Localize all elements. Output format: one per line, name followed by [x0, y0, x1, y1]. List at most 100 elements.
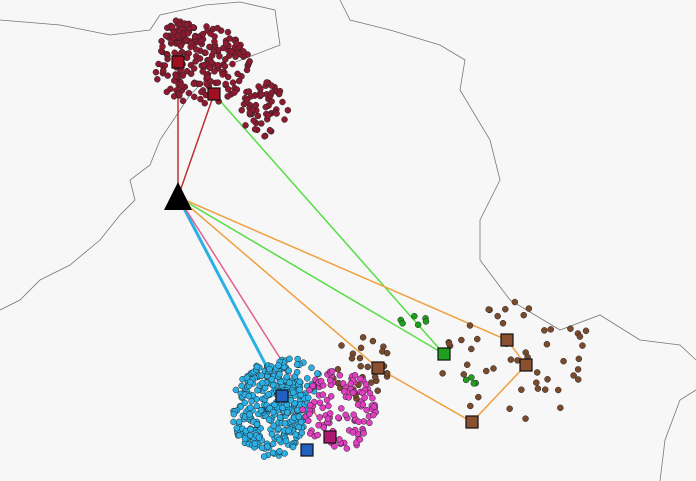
- customer: [359, 334, 367, 341]
- customer: [279, 98, 286, 106]
- customer: [177, 42, 184, 50]
- customer: [224, 93, 231, 100]
- customer: [499, 319, 507, 327]
- customer: [214, 61, 222, 69]
- customer: [253, 402, 261, 410]
- customer: [336, 436, 343, 443]
- customer: [276, 447, 283, 455]
- customer: [299, 406, 306, 413]
- customer: [235, 432, 243, 439]
- customer: [200, 61, 208, 69]
- customer: [240, 48, 247, 55]
- customer: [206, 64, 214, 72]
- customer: [263, 79, 270, 86]
- customer: [462, 376, 470, 384]
- depot: [465, 415, 479, 429]
- customer: [174, 32, 182, 40]
- customer: [298, 429, 306, 436]
- customer: [458, 336, 465, 344]
- customer: [258, 91, 265, 98]
- customer: [355, 418, 362, 426]
- customer: [494, 312, 501, 320]
- customer: [238, 382, 245, 390]
- border: [339, 0, 696, 361]
- customer: [257, 407, 265, 414]
- customer: [187, 70, 195, 78]
- customer: [255, 434, 263, 441]
- customer: [269, 440, 277, 448]
- customer: [485, 306, 492, 313]
- customer: [245, 392, 253, 400]
- customer: [229, 79, 237, 86]
- customer: [172, 73, 180, 80]
- customer: [275, 362, 282, 369]
- customer: [276, 414, 284, 421]
- customer: [251, 126, 259, 133]
- customer: [281, 116, 288, 123]
- customer: [383, 349, 391, 357]
- customer: [303, 375, 311, 382]
- customer: [183, 54, 191, 61]
- customer: [197, 95, 204, 103]
- customer: [525, 305, 533, 312]
- customer: [265, 391, 272, 398]
- customer: [557, 404, 564, 412]
- customer: [219, 71, 226, 78]
- customer: [289, 443, 297, 451]
- customer: [190, 65, 198, 72]
- customer: [214, 24, 221, 32]
- customer: [160, 67, 167, 74]
- customer: [222, 80, 229, 88]
- customer: [283, 409, 291, 416]
- customer: [270, 422, 277, 429]
- customer: [247, 425, 254, 433]
- customer: [350, 411, 357, 418]
- customer: [362, 381, 370, 388]
- route: [213, 93, 445, 355]
- customer: [315, 421, 322, 429]
- customer: [262, 103, 270, 111]
- customer: [164, 72, 171, 79]
- customer: [314, 370, 321, 377]
- customer: [241, 399, 248, 407]
- customer: [232, 53, 239, 60]
- customer: [211, 68, 218, 75]
- customer: [439, 370, 446, 377]
- customer: [306, 401, 314, 409]
- customer: [183, 36, 190, 44]
- customer: [252, 101, 260, 109]
- customer: [306, 410, 313, 418]
- customer: [575, 355, 583, 363]
- customer: [490, 365, 497, 372]
- customer: [235, 77, 243, 85]
- customer: [193, 46, 200, 53]
- customer: [316, 414, 324, 421]
- customer: [204, 73, 211, 81]
- customer: [201, 100, 209, 107]
- customer: [253, 421, 261, 428]
- customer: [533, 379, 540, 386]
- customer: [547, 326, 554, 333]
- depot: [500, 333, 514, 347]
- customer: [319, 391, 327, 398]
- customer: [227, 48, 235, 55]
- customer: [544, 376, 551, 383]
- customer: [254, 112, 262, 120]
- customer: [270, 408, 277, 416]
- customer: [198, 37, 205, 45]
- customer: [246, 109, 254, 116]
- customer: [241, 435, 249, 442]
- depot: [371, 361, 385, 375]
- depots: [171, 55, 533, 457]
- customer: [327, 393, 335, 400]
- customer: [325, 402, 332, 410]
- customer: [483, 367, 490, 375]
- customer: [290, 389, 297, 396]
- customer: [275, 436, 283, 444]
- customer: [268, 98, 275, 105]
- customer: [574, 376, 582, 383]
- border: [659, 389, 696, 481]
- customer: [296, 378, 303, 385]
- customer: [305, 417, 312, 425]
